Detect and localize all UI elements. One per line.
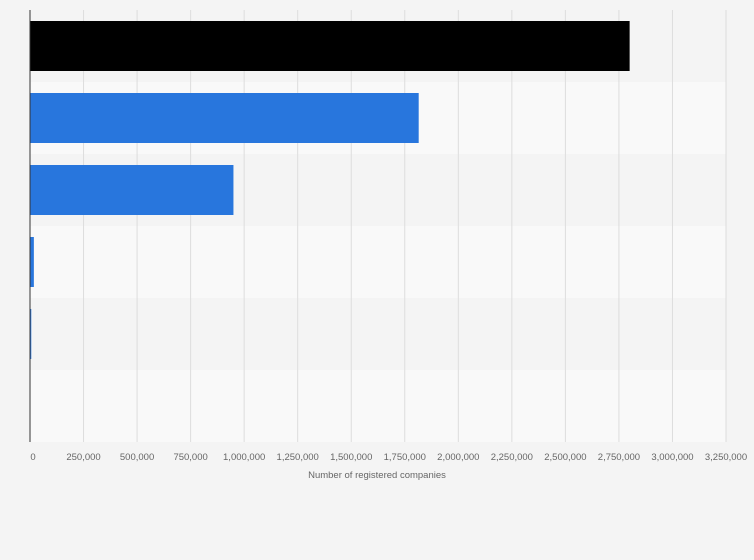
bar-series — [30, 21, 630, 359]
x-tick-label: 2,000,000 — [437, 452, 479, 463]
bar[interactable] — [30, 309, 32, 359]
bar[interactable] — [30, 237, 34, 287]
bar[interactable] — [30, 21, 630, 71]
x-tick-label: 1,750,000 — [384, 452, 426, 463]
x-tick-label: 2,750,000 — [598, 452, 640, 463]
row-band — [30, 298, 726, 370]
bar[interactable] — [30, 93, 419, 143]
row-bands — [30, 10, 726, 442]
x-tick-label: 1,000,000 — [223, 452, 265, 463]
x-tick-label: 2,500,000 — [544, 452, 586, 463]
row-band — [30, 226, 726, 298]
x-tick-label: 250,000 — [66, 452, 100, 463]
bar[interactable] — [30, 165, 234, 215]
x-tick-label: 3,000,000 — [651, 452, 693, 463]
x-tick-label: 500,000 — [120, 452, 154, 463]
x-axis-title: Number of registered companies — [308, 470, 446, 481]
x-tick-label: 2,250,000 — [491, 452, 533, 463]
x-tick-label: 3,250,000 — [705, 452, 747, 463]
row-band — [30, 370, 726, 442]
vertical-gridlines — [83, 10, 727, 442]
x-tick-label: 1,500,000 — [330, 452, 372, 463]
x-tick-label: 750,000 — [173, 452, 207, 463]
x-tick-label: 0 — [30, 452, 35, 463]
x-axis-ticks: 0 250,000 500,000 750,000 1,000,000 1,250,000… — [30, 452, 747, 463]
x-tick-label: 1,250,000 — [277, 452, 319, 463]
